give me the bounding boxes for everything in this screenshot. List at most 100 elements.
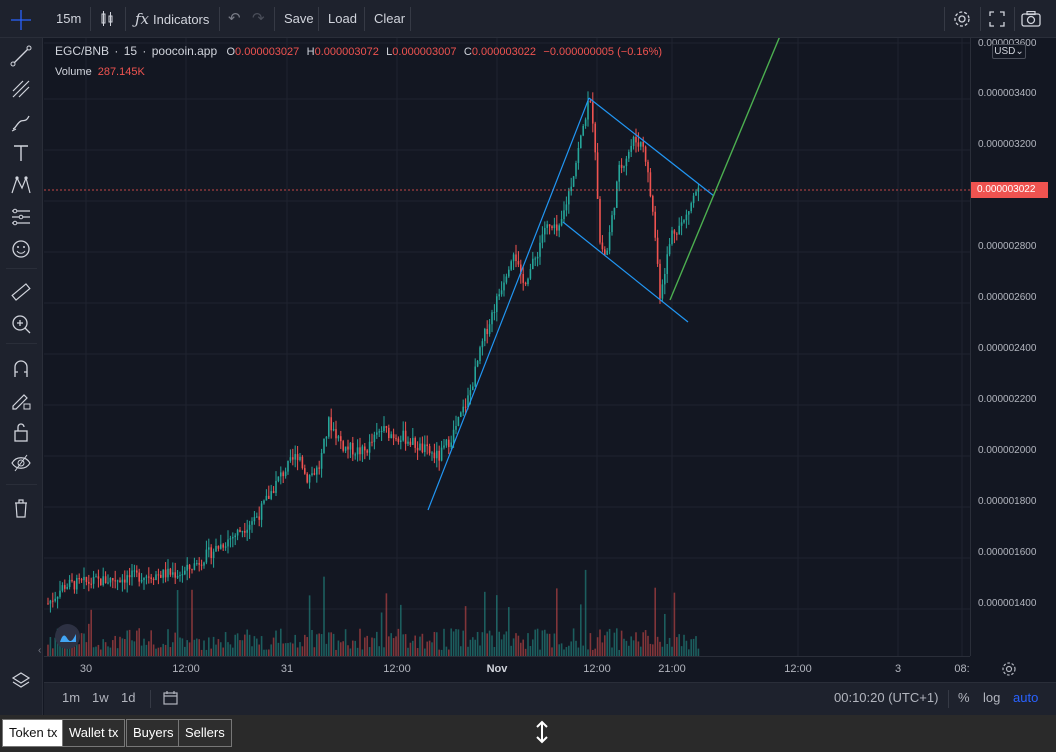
candle-body (71, 579, 73, 582)
range-1w-button[interactable]: 1w (92, 690, 109, 705)
layers-icon[interactable] (8, 668, 34, 694)
volume-bar (517, 635, 520, 656)
text-icon[interactable] (8, 140, 34, 166)
candle-body (589, 100, 592, 103)
candle-body (416, 447, 419, 451)
undo-icon[interactable]: ↶ (228, 10, 241, 27)
candle-body (664, 274, 666, 285)
candle-body (236, 529, 239, 536)
time-tick: 31 (280, 663, 294, 675)
emoji-icon[interactable] (8, 236, 34, 262)
candle-body (424, 444, 426, 453)
candle-body (128, 575, 131, 578)
tradingview-logo-icon[interactable] (55, 624, 80, 649)
price-chart[interactable] (44, 38, 1056, 682)
crosshair-icon[interactable] (8, 7, 34, 33)
magnet-icon[interactable] (8, 355, 34, 381)
candle-body (347, 446, 349, 450)
clear-button[interactable]: Clear (374, 11, 406, 26)
tab-sellers[interactable]: Sellers (178, 719, 232, 747)
volume-bar (347, 645, 349, 656)
candle-body (181, 574, 184, 576)
candles-icon[interactable] (100, 0, 114, 38)
volume-bar (618, 649, 620, 656)
volume-bar (373, 638, 376, 656)
eye-icon[interactable] (8, 450, 34, 476)
volume-bar (157, 647, 160, 656)
unlock-icon[interactable] (8, 419, 34, 445)
candle-body (284, 471, 287, 477)
log-toggle[interactable]: log (983, 690, 1001, 705)
volume-bar (236, 633, 239, 656)
volume-bar (656, 636, 659, 656)
goto-date-icon[interactable] (163, 690, 179, 711)
trend-line-icon[interactable] (8, 43, 34, 69)
redo-icon[interactable]: ↷ (252, 10, 265, 27)
currency-selector[interactable]: USD⌄ (992, 44, 1026, 59)
volume-bar (431, 642, 433, 656)
interval-button[interactable]: 15m (56, 11, 82, 26)
tab-wallet-tx[interactable]: Wallet tx (62, 719, 126, 747)
volume-bar (294, 634, 296, 656)
resize-handle-icon[interactable] (535, 720, 549, 749)
lock-drawing-icon[interactable] (8, 387, 34, 413)
range-1m-button[interactable]: 1m (62, 690, 81, 705)
volume-bar (637, 641, 640, 656)
auto-toggle[interactable]: auto (1013, 690, 1039, 705)
volume-bar (311, 629, 313, 656)
range-1d-button[interactable]: 1d (121, 690, 136, 705)
candle-body (145, 576, 148, 578)
save-button[interactable]: Save (284, 11, 314, 26)
settings-gear-icon[interactable] (953, 0, 971, 38)
candle-body (623, 166, 625, 168)
time-axis[interactable] (44, 656, 970, 682)
prediction-icon[interactable] (8, 204, 34, 230)
candle-body (563, 210, 565, 220)
candle-body (136, 570, 138, 573)
candle-body (390, 434, 392, 439)
trendline (562, 221, 689, 323)
tab-buyers[interactable]: Buyers (126, 719, 181, 747)
percent-toggle[interactable]: % (958, 690, 970, 705)
price-axis[interactable] (970, 38, 1056, 656)
candle-body (433, 452, 436, 459)
indicators-button[interactable]: ƒx Indicators (135, 0, 209, 38)
pitchfork-icon[interactable] (8, 76, 34, 102)
candle-body (455, 425, 457, 430)
volume-bar (628, 645, 630, 656)
volume-bar (666, 643, 668, 656)
candle-body (289, 457, 292, 461)
volume-bar (152, 644, 155, 656)
brush-icon[interactable] (8, 109, 34, 135)
volume-bar (246, 629, 248, 656)
candle-body (308, 475, 311, 483)
ruler-icon[interactable] (8, 279, 34, 305)
camera-icon[interactable] (1021, 0, 1041, 38)
candle-body (438, 450, 440, 461)
volume-bar (556, 588, 558, 656)
volume-bar (164, 644, 167, 656)
volume-bar (421, 633, 424, 656)
candle-body (551, 226, 553, 229)
axis-settings-gear-icon[interactable] (1001, 661, 1017, 682)
tab-token-tx[interactable]: Token tx (2, 719, 65, 747)
low-value: 0.000003007 (392, 46, 457, 58)
chevron-left-icon[interactable]: ‹ (38, 645, 42, 656)
volume-bar (251, 646, 253, 656)
volume-bar (491, 635, 493, 656)
symbol-name[interactable]: EGC/BNB (55, 44, 110, 58)
volume-bar (282, 643, 284, 656)
candle-body (654, 211, 656, 238)
volume-bar (551, 647, 553, 656)
candle-body (344, 446, 347, 451)
candle-body (361, 446, 364, 455)
candle-body (198, 563, 200, 565)
volume-bar (340, 642, 342, 656)
trash-icon[interactable] (8, 495, 34, 521)
pattern-icon[interactable] (8, 172, 34, 198)
zoom-in-icon[interactable] (8, 311, 34, 337)
load-button[interactable]: Load (328, 11, 357, 26)
fullscreen-icon[interactable] (989, 0, 1005, 38)
clock-readout[interactable]: 00:10:20 (UTC+1) (834, 690, 939, 705)
volume-bar (162, 643, 164, 656)
